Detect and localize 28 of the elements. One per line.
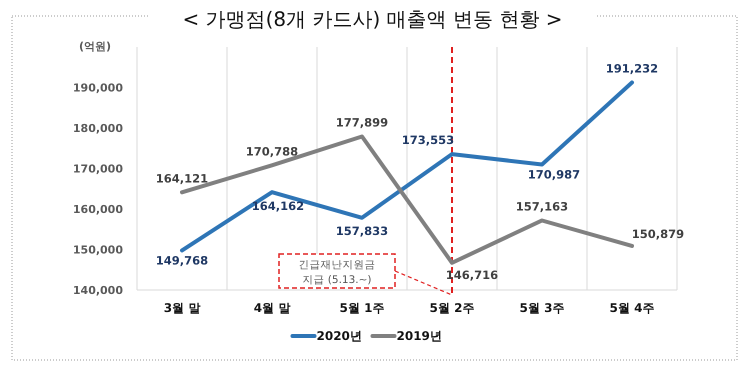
x-tick-label: 5월 4주 (610, 301, 654, 315)
y-axis-title: (억원) (78, 40, 112, 53)
data-label: 191,232 (606, 62, 658, 76)
x-tick-label: 5월 3주 (520, 301, 564, 315)
data-label: 149,768 (156, 253, 208, 268)
data-label: 157,833 (336, 224, 388, 238)
chart-title: < 가맹점(8개 카드사) 매출액 변동 현황 > (182, 7, 562, 31)
data-label: 177,899 (336, 116, 388, 130)
y-tick-label: 180,000 (72, 122, 124, 135)
data-label: 146,716 (446, 268, 498, 282)
annotation: 긴급재난지원금 지급 (5.13.~) (298, 259, 376, 286)
y-tick-label: 190,000 (72, 82, 124, 94)
x-tick-label: 5월 2주 (430, 301, 474, 315)
data-label: 164,162 (252, 199, 304, 214)
y-tick-label: 170,000 (72, 162, 124, 176)
x-tick-label: 3월 말 (164, 301, 200, 315)
data-label: 150,879 (632, 226, 684, 241)
x-tick-label: 5월 1주 (340, 301, 384, 315)
legend-label: 2020년 (316, 329, 362, 343)
data-label: 164,121 (156, 171, 208, 186)
y-tick-label: 140,000 (72, 284, 124, 297)
data-label: 170,788 (246, 144, 298, 158)
data-label: 170,987 (528, 168, 580, 182)
y-tick-label: 150,000 (72, 244, 124, 256)
legend-label: 2019년 (396, 329, 442, 343)
data-label: 157,163 (516, 199, 568, 214)
x-tick-label: 4월 말 (254, 301, 290, 315)
y-tick-label: 160,000 (72, 203, 124, 216)
